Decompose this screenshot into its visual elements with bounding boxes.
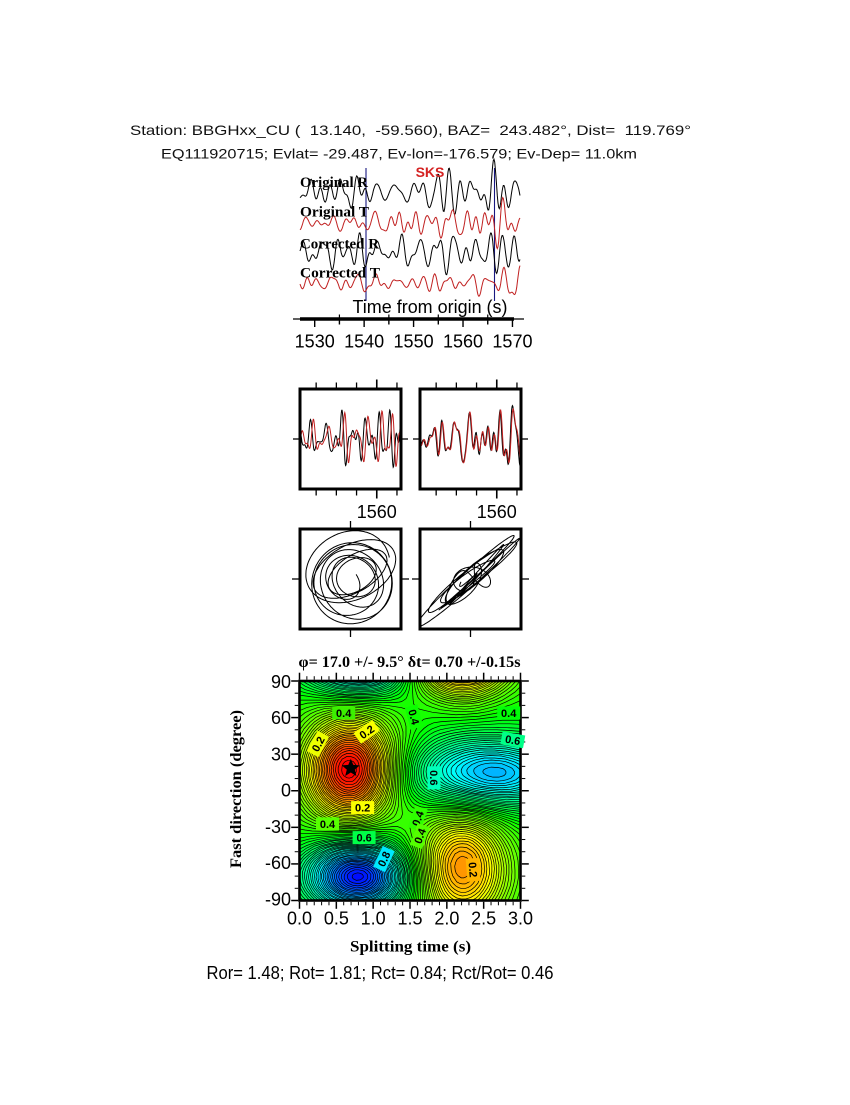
svg-text:0.4: 0.4 bbox=[501, 708, 517, 720]
svg-text:-60: -60 bbox=[265, 853, 291, 873]
svg-text:1530: 1530 bbox=[295, 332, 335, 352]
svg-text:Corrected R: Corrected R bbox=[300, 237, 379, 253]
svg-text:Station: BBGHxx_CU ( 13.140,: Station: BBGHxx_CU ( 13.140, -59.560), B… bbox=[130, 122, 691, 138]
svg-text:0.5: 0.5 bbox=[324, 909, 349, 929]
svg-text:1570: 1570 bbox=[492, 332, 532, 352]
svg-text:0.6: 0.6 bbox=[504, 734, 521, 748]
svg-text:Splitting time (s): Splitting time (s) bbox=[350, 939, 471, 956]
svg-text:Time from origin (s): Time from origin (s) bbox=[353, 297, 508, 317]
svg-text:0.8: 0.8 bbox=[376, 850, 393, 869]
svg-text:0.4: 0.4 bbox=[336, 708, 352, 720]
svg-text:-30: -30 bbox=[265, 817, 291, 837]
svg-text:-90: -90 bbox=[265, 889, 291, 909]
svg-text:90: 90 bbox=[271, 672, 291, 692]
svg-text:φ= 17.0 +/- 9.5° δt= 0.70 +/-0: φ= 17.0 +/- 9.5° δt= 0.70 +/-0.15s bbox=[299, 654, 521, 671]
svg-text:2.0: 2.0 bbox=[434, 909, 459, 929]
svg-text:0.2: 0.2 bbox=[465, 862, 478, 878]
svg-text:1550: 1550 bbox=[394, 332, 434, 352]
svg-text:Fast direction (degree): Fast direction (degree) bbox=[228, 710, 245, 868]
svg-text:0.4: 0.4 bbox=[413, 826, 430, 845]
svg-text:1540: 1540 bbox=[344, 332, 384, 352]
svg-text:0.6: 0.6 bbox=[356, 833, 371, 845]
svg-text:Ror= 1.48; Rot= 1.81; Rct= 0.8: Ror= 1.48; Rot= 1.81; Rct= 0.84; Rct/Rot… bbox=[207, 963, 554, 983]
svg-text:2.5: 2.5 bbox=[471, 909, 496, 929]
svg-text:1560: 1560 bbox=[477, 502, 517, 522]
svg-text:SKS: SKS bbox=[416, 164, 445, 180]
svg-text:30: 30 bbox=[271, 744, 291, 764]
svg-text:1560: 1560 bbox=[357, 502, 397, 522]
svg-text:EQ111920715; Evlat= -29.487, E: EQ111920715; Evlat= -29.487, Ev-lon=-176… bbox=[161, 146, 637, 162]
svg-text:Original T: Original T bbox=[300, 205, 369, 221]
svg-text:Corrected T: Corrected T bbox=[300, 266, 380, 282]
svg-text:0.4: 0.4 bbox=[320, 819, 336, 831]
svg-text:0: 0 bbox=[281, 781, 291, 801]
svg-text:1.5: 1.5 bbox=[397, 909, 422, 929]
svg-text:60: 60 bbox=[271, 708, 291, 728]
svg-text:0.2: 0.2 bbox=[355, 803, 370, 815]
svg-text:Original R: Original R bbox=[300, 175, 368, 191]
svg-text:1.0: 1.0 bbox=[361, 909, 386, 929]
svg-text:0.4: 0.4 bbox=[405, 708, 421, 727]
svg-text:1560: 1560 bbox=[443, 332, 483, 352]
svg-text:3.0: 3.0 bbox=[508, 909, 533, 929]
svg-text:0.6: 0.6 bbox=[427, 770, 439, 785]
svg-text:0.0: 0.0 bbox=[287, 909, 312, 929]
svg-text:0.4: 0.4 bbox=[410, 809, 427, 828]
